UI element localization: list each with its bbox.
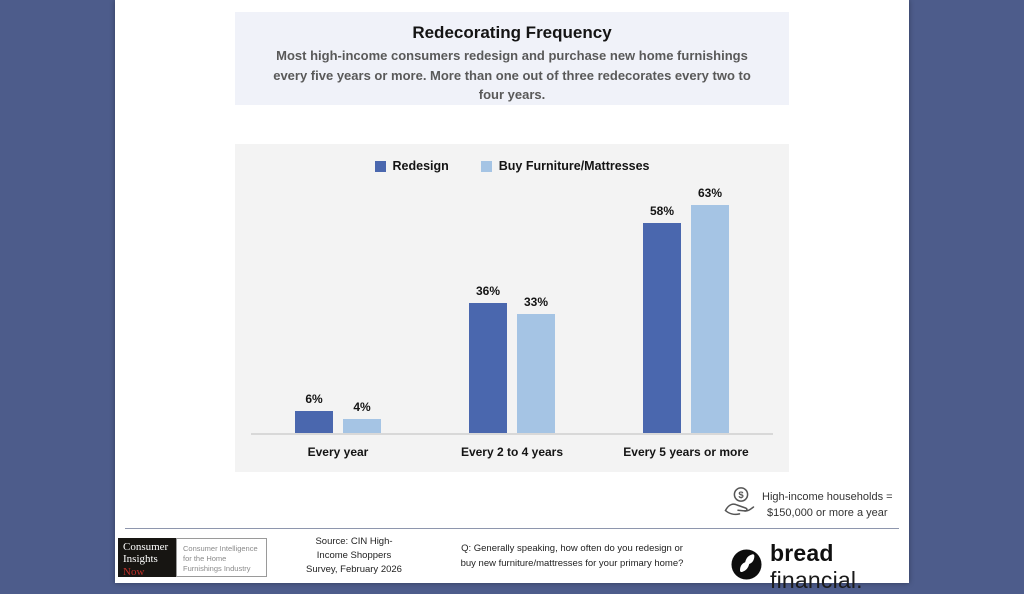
category-axis: Every year Every 2 to 4 years Every 5 year… xyxy=(251,445,773,459)
survey-question: Q: Generally speaking, how often do you … xyxy=(445,542,699,571)
category-label: Every year xyxy=(307,445,369,459)
cin-tagline: Consumer Intelligence for the Home Furni… xyxy=(176,538,267,577)
bar-group: 58% 63% xyxy=(599,186,773,433)
brand-word-bread: bread xyxy=(770,540,834,566)
chart-legend: Redesign Buy Furniture/Mattresses xyxy=(235,159,789,173)
bar: 4% xyxy=(343,400,381,433)
x-axis-line xyxy=(251,433,773,435)
question-line2: buy new furniture/mattresses for your pr… xyxy=(460,557,684,569)
legend-label: Buy Furniture/Mattresses xyxy=(498,159,650,173)
brand-word-financial: financial. xyxy=(770,567,863,593)
svg-text:$: $ xyxy=(738,490,744,501)
bar-value-label: 6% xyxy=(305,392,323,407)
footer: Consumer Insights Now Consumer Intellige… xyxy=(115,534,909,593)
bar-group: 6% 4% xyxy=(251,188,425,433)
cin-logo: Consumer Insights Now Consumer Intellige… xyxy=(118,538,267,578)
bar: 6% xyxy=(295,392,333,433)
bread-financial-logo: bread financial. xyxy=(731,540,909,594)
bar-value-label: 33% xyxy=(523,294,549,309)
note-line2: $150,000 or more a year xyxy=(767,506,888,519)
cin-logo-mark: Consumer Insights Now xyxy=(118,538,176,578)
category-label: Every 2 to 4 years xyxy=(460,445,564,459)
legend-label: Redesign xyxy=(392,159,449,173)
bread-financial-wordmark: bread financial. xyxy=(770,540,909,594)
bar-group: 36% 33% xyxy=(425,188,599,433)
cin-word-now: Now xyxy=(123,565,145,578)
bar: 58% xyxy=(643,204,681,433)
note-text: High-income households = $150,000 or mor… xyxy=(762,490,893,521)
bar: 36% xyxy=(469,284,507,433)
source-line2: Income Shoppers xyxy=(316,549,392,561)
cin-tagline-line3: Furnishings Industry xyxy=(183,563,251,573)
legend-item: Redesign xyxy=(374,159,449,173)
bar-chart: Redesign Buy Furniture/Mattresses 6% 4% 36%… xyxy=(235,144,789,472)
bar-value-label: 36% xyxy=(475,283,501,298)
title-block: Redecorating Frequency Most high-income … xyxy=(235,12,789,105)
high-income-note: $ High-income households = $150,000 or m… xyxy=(723,486,893,525)
bar-value-label: 58% xyxy=(649,204,675,219)
cin-word-insights: Insights xyxy=(123,553,158,566)
cin-tagline-line1: Consumer Intelligence xyxy=(183,544,258,553)
legend-swatch xyxy=(374,160,386,172)
subtitle: Most high-income consumers redesign and … xyxy=(273,48,751,102)
legend-swatch xyxy=(480,160,492,172)
legend-item: Buy Furniture/Mattresses xyxy=(480,159,650,173)
bar-value-label: 63% xyxy=(697,185,723,200)
source-line1: Source: CIN High- xyxy=(315,536,393,547)
source-text: Source: CIN High- Income Shoppers Survey… xyxy=(273,535,435,576)
category-label: Every 5 years or more xyxy=(623,445,749,459)
footer-separator xyxy=(125,528,899,529)
page-title: Redecorating Frequency xyxy=(412,23,612,42)
cin-tagline-line2: for the Home xyxy=(183,553,227,563)
bar: 63% xyxy=(691,186,729,433)
note-line1: High-income households = xyxy=(762,491,893,504)
slide: Redecorating Frequency Most high-income … xyxy=(115,0,909,593)
chart-plot: 6% 4% 36% 33% 58% 63% xyxy=(251,186,773,433)
question-line1: Q: Generally speaking, how often do you … xyxy=(461,543,683,554)
dollar-hand-icon: $ xyxy=(723,486,755,525)
bar: 33% xyxy=(517,295,555,433)
bar-value-label: 4% xyxy=(353,399,371,414)
cin-word-consumer: Consumer xyxy=(123,541,169,553)
bread-financial-icon xyxy=(731,549,762,585)
source-line3: Survey, February 2026 xyxy=(306,563,402,575)
